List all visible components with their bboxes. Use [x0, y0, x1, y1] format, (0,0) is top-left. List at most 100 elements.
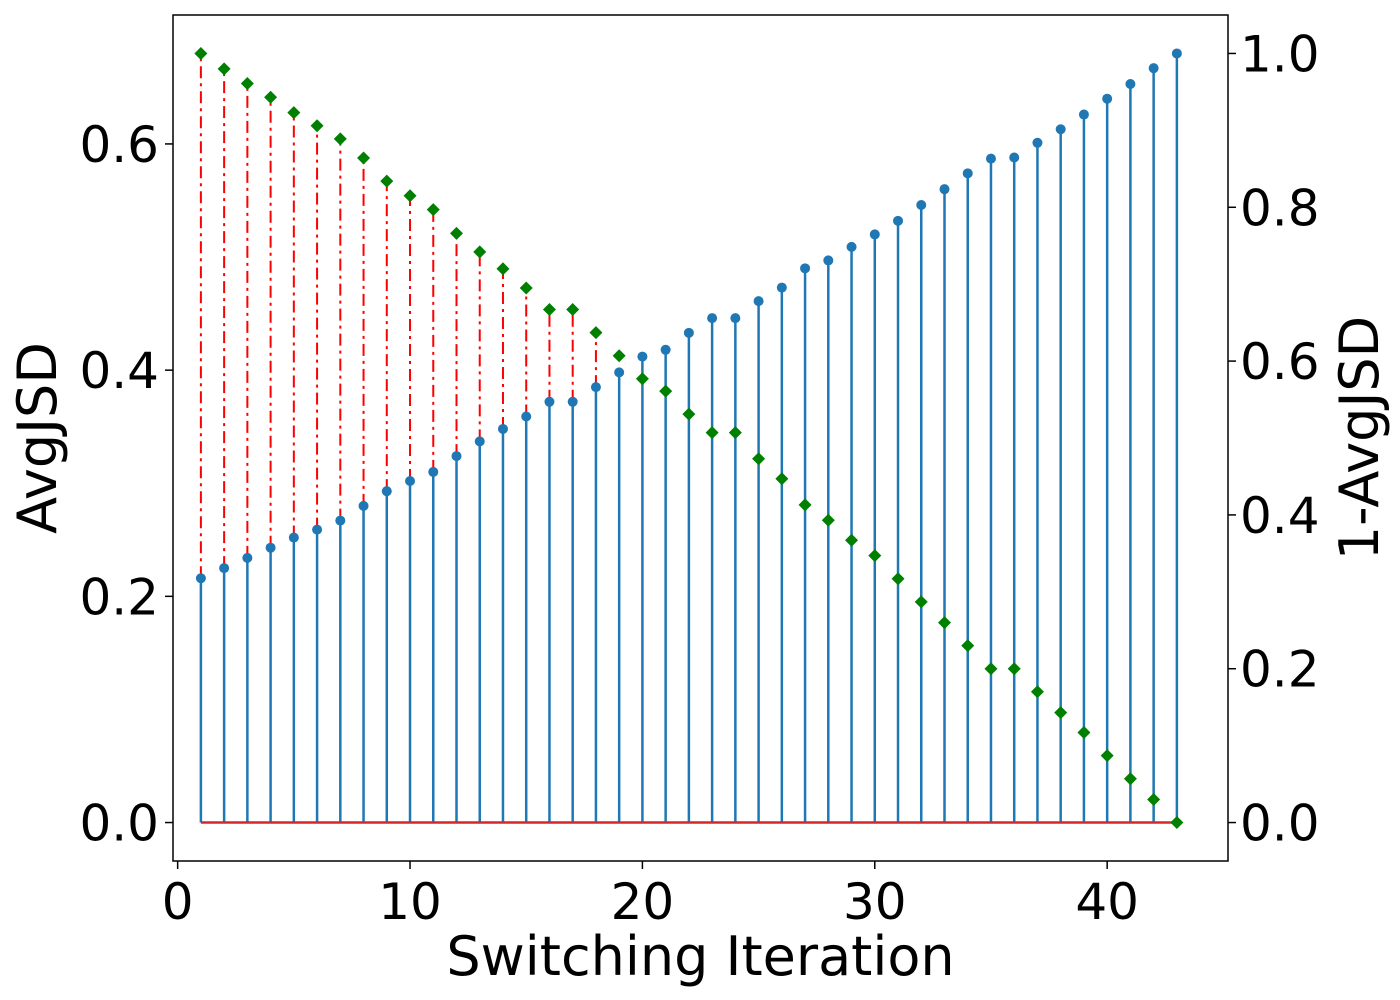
- one-minus-avgjsd-point: [1077, 726, 1091, 740]
- one-minus-avgjsd-point: [821, 513, 835, 527]
- avgjsd-point: [474, 436, 485, 447]
- one-minus-avgjsd-point: [728, 426, 742, 440]
- avgjsd-point: [916, 200, 927, 211]
- one-minus-avgjsd-point: [264, 90, 278, 104]
- one-minus-avgjsd-point: [868, 549, 882, 563]
- one-minus-avgjsd-point: [496, 262, 510, 276]
- one-minus-avgjsd-point: [914, 595, 928, 609]
- one-minus-avgjsd-point: [380, 174, 394, 188]
- right-y-tick-label: 0.6: [1240, 333, 1320, 391]
- right-y-axis-label: 1-AvgJSD: [1328, 316, 1391, 560]
- one-minus-avgjsd-point: [1100, 749, 1114, 763]
- one-minus-avgjsd-point: [1170, 816, 1184, 830]
- left-y-tick-label: 0.0: [79, 795, 159, 853]
- avgjsd-point: [521, 411, 532, 422]
- avgjsd-point: [869, 229, 880, 240]
- one-minus-avgjsd-point: [450, 226, 464, 240]
- one-minus-avgjsd-point: [1030, 685, 1044, 699]
- one-minus-avgjsd-point: [1123, 772, 1137, 786]
- one-minus-avgjsd-point: [705, 426, 719, 440]
- one-minus-avgjsd-markers: [194, 46, 1184, 830]
- one-minus-avgjsd-point: [426, 203, 440, 217]
- avgjsd-point: [893, 215, 904, 226]
- one-minus-avgjsd-point: [659, 384, 673, 398]
- avgjsd-point: [823, 255, 834, 266]
- left-y-tick-label: 0.4: [79, 342, 159, 400]
- one-minus-avgjsd-point: [589, 326, 603, 340]
- avgjsd-point: [939, 184, 950, 195]
- avgjsd-point: [985, 153, 996, 164]
- one-minus-avgjsd-point: [240, 76, 254, 90]
- avgjsd-point: [590, 382, 601, 393]
- avgjsd-point: [312, 524, 323, 535]
- x-tick-label: 40: [1075, 873, 1139, 931]
- x-tick-label: 10: [378, 873, 442, 931]
- right-y-tick-label: 0.8: [1240, 179, 1320, 237]
- one-minus-avgjsd-point: [217, 62, 231, 76]
- avgjsd-point: [1171, 48, 1182, 59]
- avgjsd-point: [846, 241, 857, 252]
- right-y-tick-label: 1.0: [1240, 25, 1320, 83]
- avgjsd-point: [753, 296, 764, 307]
- avgjsd-point: [800, 263, 811, 274]
- avgjsd-point: [242, 552, 253, 563]
- avgjsd-point: [730, 313, 741, 324]
- one-minus-avgjsd-point: [635, 372, 649, 386]
- x-axis-ticks: 0 10 20 30 40: [162, 861, 1139, 931]
- one-minus-avgjsd-point: [403, 189, 417, 203]
- one-minus-avgjsd-point: [845, 533, 859, 547]
- avgjsd-point: [707, 313, 718, 324]
- avgjsd-point: [451, 451, 462, 462]
- one-minus-avgjsd-point: [542, 303, 556, 317]
- avgjsd-point: [614, 367, 625, 378]
- avgjsd-point: [1009, 152, 1020, 163]
- left-y-axis-label: AvgJSD: [6, 342, 69, 534]
- one-minus-avgjsd-point: [612, 349, 626, 363]
- avgjsd-point: [335, 515, 346, 526]
- avgjsd-point: [1102, 93, 1113, 104]
- x-tick-label: 0: [162, 873, 194, 931]
- avgjsd-markers: [195, 48, 1182, 584]
- x-tick-label: 20: [611, 873, 675, 931]
- one-minus-avgjsd-point: [752, 452, 766, 466]
- one-minus-avgjsd-point: [1147, 792, 1161, 806]
- avgjsd-point: [567, 396, 578, 407]
- one-minus-avgjsd-point: [682, 407, 696, 421]
- avgjsd-point: [288, 532, 299, 543]
- one-minus-avgjsd-point: [961, 639, 975, 653]
- avgjsd-point: [962, 168, 973, 179]
- avgjsd-point: [1055, 124, 1066, 135]
- left-y-tick-label: 0.2: [79, 568, 159, 626]
- one-minus-avgjsd-point: [473, 245, 487, 259]
- avgjsd-point: [195, 573, 206, 584]
- one-minus-avgjsd-point: [519, 281, 533, 295]
- avgjsd-point: [358, 500, 369, 511]
- one-minus-avgjsd-point: [891, 572, 905, 586]
- avgjsd-point: [219, 563, 230, 574]
- one-minus-avgjsd-point: [798, 498, 812, 512]
- one-minus-avgjsd-point: [310, 119, 324, 133]
- avgjsd-point: [497, 423, 508, 434]
- avgjsd-point: [776, 282, 787, 293]
- one-minus-avgjsd-point: [287, 106, 301, 120]
- avgjsd-point: [544, 396, 555, 407]
- right-y-tick-label: 0.2: [1240, 641, 1320, 699]
- avgjsd-point: [381, 486, 392, 497]
- one-minus-avgjsd-point: [937, 616, 951, 630]
- avgjsd-point: [683, 327, 694, 338]
- one-minus-avgjsd-point: [566, 303, 580, 317]
- plot-frame: [172, 14, 1229, 862]
- one-minus-avgjsd-point: [1054, 706, 1068, 720]
- one-minus-avgjsd-point: [1007, 662, 1021, 676]
- avgjsd-point: [660, 344, 671, 355]
- x-axis-label: Switching Iteration: [446, 925, 954, 988]
- left-y-tick-label: 0.6: [79, 116, 159, 174]
- x-tick-label: 30: [843, 873, 907, 931]
- one-minus-avgjsd-point: [194, 46, 208, 60]
- right-y-axis-ticks: 0.0 0.2 0.4 0.6 0.8 1.0: [1228, 25, 1320, 853]
- right-y-tick-label: 0.0: [1240, 795, 1320, 853]
- avgjsd-point: [428, 466, 439, 477]
- avgjsd-point: [1148, 63, 1159, 74]
